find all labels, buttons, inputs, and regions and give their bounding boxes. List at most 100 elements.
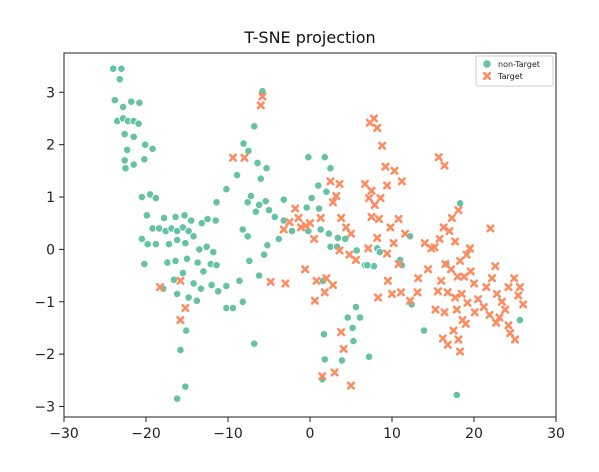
data-point-target [487, 274, 497, 283]
data-point-target [176, 276, 185, 285]
data-point-non-target [238, 225, 247, 234]
data-point-non-target [180, 211, 189, 220]
data-point-target [181, 303, 190, 313]
data-point-target [281, 279, 290, 288]
data-point-target [335, 246, 344, 255]
data-point-non-target [348, 323, 357, 333]
data-point-target [510, 335, 520, 344]
data-point-non-target [187, 216, 196, 225]
data-point-non-target [375, 247, 384, 257]
data-point-non-target [245, 256, 254, 266]
data-point-non-target [169, 275, 178, 284]
data-point-target [397, 177, 406, 186]
data-point-target [337, 213, 346, 223]
data-point-non-target [256, 174, 265, 183]
data-point-non-target [159, 213, 169, 223]
data-point-non-target [316, 225, 325, 234]
y-tick-label: 1 [46, 190, 55, 206]
data-point-target [309, 234, 319, 244]
data-point-non-target [322, 187, 331, 196]
data-point-target [370, 200, 379, 209]
data-point-non-target [270, 212, 279, 222]
data-point-non-target [117, 64, 126, 73]
data-point-target [378, 141, 387, 150]
data-point-non-target [173, 394, 182, 403]
data-point-target [454, 335, 463, 344]
data-point-target [335, 179, 344, 189]
data-point-target [240, 153, 249, 162]
data-point-non-target [307, 193, 316, 203]
data-point-target [437, 276, 446, 285]
data-point-target [310, 296, 320, 305]
data-point-non-target [212, 198, 221, 207]
data-point-target [386, 223, 395, 232]
data-point-non-target [228, 303, 238, 313]
data-point-non-target [120, 156, 129, 165]
data-point-target [447, 213, 456, 223]
data-point-target [300, 265, 310, 274]
data-point-non-target [239, 139, 248, 148]
data-point-target [451, 293, 460, 302]
data-point-non-target [287, 226, 297, 236]
data-point-non-target [142, 211, 151, 220]
data-point-target [401, 229, 410, 238]
data-point-non-target [209, 247, 218, 257]
data-point-target [443, 288, 452, 297]
x-tick-label: −30 [49, 426, 79, 442]
data-point-target [443, 340, 452, 349]
data-point-target [328, 198, 338, 207]
data-point-non-target [118, 102, 128, 112]
data-point-non-target [419, 326, 429, 335]
data-point-non-target [146, 190, 155, 199]
data-point-target [258, 92, 267, 101]
data-point-non-target [178, 268, 187, 278]
data-point-target [455, 256, 465, 266]
data-point-non-target [343, 313, 352, 322]
data-point-target [479, 302, 488, 312]
data-point-target [458, 316, 467, 325]
data-point-target [405, 296, 415, 305]
data-point-non-target [207, 280, 216, 290]
data-point-non-target [163, 258, 172, 267]
data-point-target [390, 166, 399, 175]
data-point-target [291, 204, 300, 213]
data-point-non-target [351, 302, 361, 312]
data-point-target [435, 234, 444, 244]
data-point-non-target [173, 289, 182, 299]
data-point-target [453, 272, 462, 281]
y-tick-label: −3 [34, 400, 55, 416]
data-point-non-target [255, 200, 264, 209]
data-point-target [376, 193, 385, 203]
data-point-non-target [279, 195, 288, 204]
data-point-target [346, 229, 356, 238]
data-point-non-target [164, 240, 174, 249]
data-point-target [337, 328, 346, 337]
data-point-target [382, 181, 392, 190]
data-point-non-target [222, 281, 231, 291]
data-point-non-target [250, 339, 259, 348]
data-point-non-target [243, 198, 252, 207]
data-point-target [440, 161, 449, 170]
data-point-target [367, 186, 376, 195]
data-point-target [312, 276, 321, 285]
data-point-target [492, 289, 502, 299]
data-point-non-target [214, 287, 223, 296]
data-point-target [504, 321, 513, 330]
data-point-target [318, 372, 327, 381]
data-point-target [279, 225, 288, 234]
data-point-non-target [246, 191, 256, 201]
data-point-target [510, 274, 519, 283]
data-point-target [394, 214, 403, 224]
data-point-target [330, 368, 339, 377]
data-point-target [328, 280, 338, 290]
data-point-target [176, 316, 185, 325]
data-point-target [413, 288, 422, 297]
data-point-non-target [255, 271, 264, 280]
data-point-target [326, 177, 335, 186]
data-point-target [430, 243, 439, 252]
data-point-non-target [121, 164, 130, 173]
data-point-target [473, 295, 483, 304]
data-point-target [440, 308, 449, 317]
data-point-non-target [235, 276, 244, 285]
